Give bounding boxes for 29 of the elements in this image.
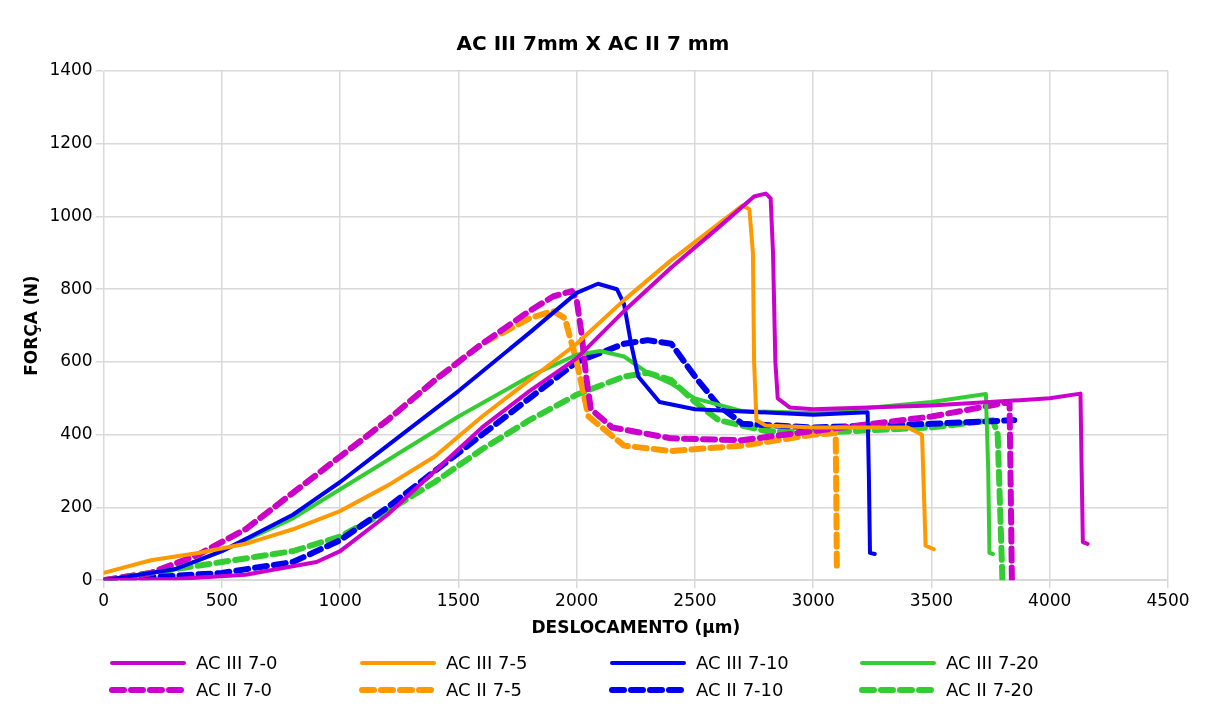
x-tick-label: 500 bbox=[205, 589, 239, 610]
legend-label: AC II 7-10 bbox=[696, 679, 784, 700]
x-tick-label: 4500 bbox=[1146, 589, 1190, 610]
legend-label: AC III 7-0 bbox=[196, 652, 278, 673]
x-tick-label: 0 bbox=[98, 589, 110, 610]
legend-label: AC II 7-0 bbox=[196, 679, 273, 700]
y-tick-label: 800 bbox=[60, 277, 93, 298]
y-tick-label: 1400 bbox=[49, 59, 93, 80]
y-tick-label: 1000 bbox=[49, 204, 93, 225]
legend-label: AC II 7-20 bbox=[946, 679, 1034, 700]
x-tick-label: 2000 bbox=[555, 589, 599, 610]
x-tick-label: 3000 bbox=[791, 589, 835, 610]
legend-label: AC III 7-5 bbox=[446, 652, 528, 673]
legend-label: AC III 7-20 bbox=[946, 652, 1039, 673]
x-tick-label: 1000 bbox=[318, 589, 362, 610]
x-tick-label: 1500 bbox=[436, 589, 481, 610]
x-tick-label: 2500 bbox=[673, 589, 717, 610]
chart-title: AC III 7mm X AC II 7 mm bbox=[456, 31, 730, 56]
legend-label: AC III 7-10 bbox=[696, 652, 789, 673]
y-tick-label: 600 bbox=[60, 350, 93, 371]
x-tick-label: 3500 bbox=[909, 589, 954, 610]
legend-label: AC II 7-5 bbox=[446, 679, 523, 700]
y-tick-label: 400 bbox=[60, 423, 93, 444]
y-tick-label: 200 bbox=[60, 495, 93, 516]
y-axis-title: FORÇA (N) bbox=[20, 275, 41, 376]
x-axis-title: DESLOCAMENTO (µm) bbox=[531, 617, 741, 638]
y-tick-label: 0 bbox=[81, 568, 93, 589]
y-tick-label: 1200 bbox=[49, 132, 93, 153]
x-tick-label: 4000 bbox=[1028, 589, 1072, 610]
